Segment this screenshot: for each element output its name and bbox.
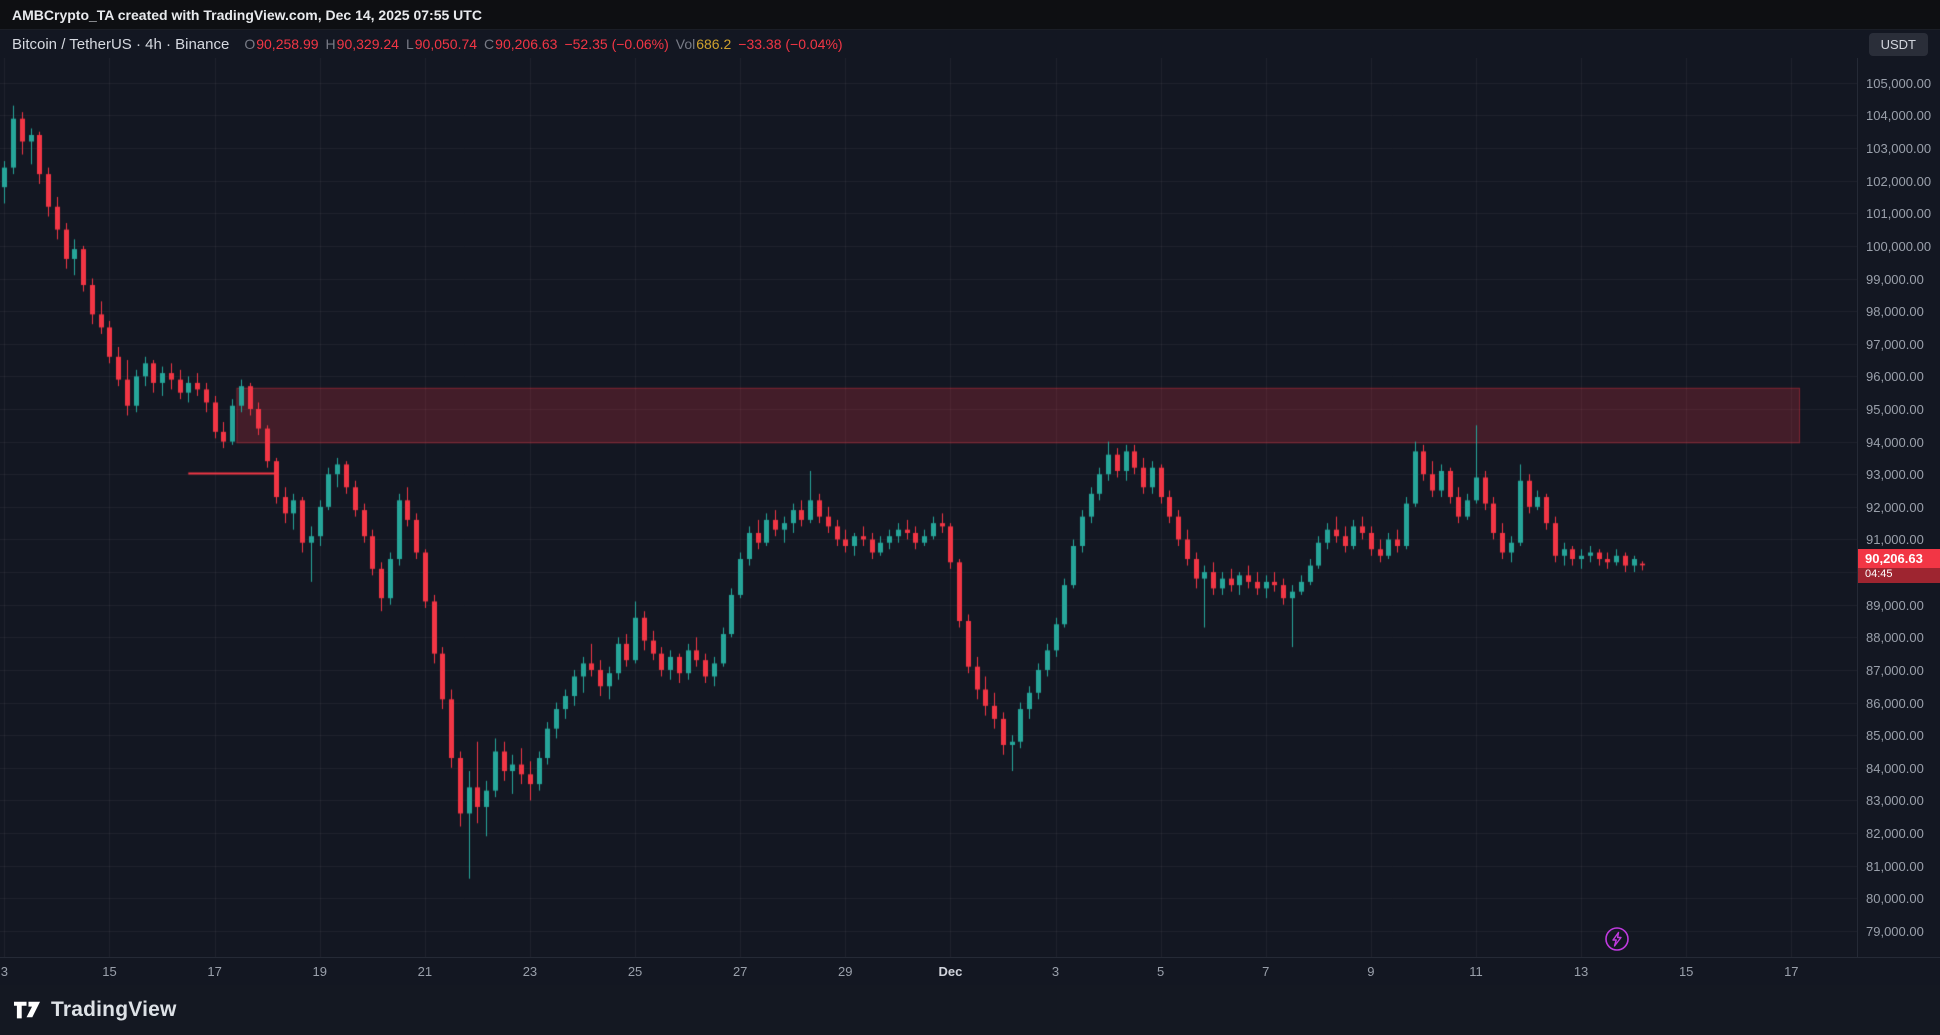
time-tick-label: 25 [627,964,643,979]
price-tick-label: 105,000.00 [1866,75,1932,91]
price-tick-label: 93,000.00 [1866,467,1924,483]
price-tick-label: 98,000.00 [1866,304,1924,320]
attribution-text: AMBCrypto_TA created with TradingView.co… [12,6,482,23]
price-tick-label: 84,000.00 [1866,760,1924,776]
price-tick-label: 95,000.00 [1866,401,1924,417]
tradingview-logo-icon[interactable] [14,999,41,1022]
price-tick-label: 94,000.00 [1866,434,1924,450]
symbol-bar: Bitcoin / TetherUS · 4h · Binance O 90,2… [0,30,1940,58]
volume-readout: Vol 686.2 [675,36,732,52]
tradingview-wordmark[interactable]: TradingView [51,998,177,1021]
price-tick-label: 89,000.00 [1866,597,1924,613]
chart-region: 105,000.00 104,000.00 103,000.00 102,000.00… [0,58,1940,957]
symbol-title[interactable]: Bitcoin / TetherUS · 4h · Binance [12,35,230,53]
price-tick-label: 86,000.00 [1866,695,1924,711]
time-tick-label: 13 [1573,964,1589,979]
price-change: −52.35 (−0.06%) [564,36,669,52]
time-tick-label: 21 [417,964,433,979]
price-tick-label: 99,000.00 [1866,271,1924,287]
price-tick-label: 100,000.00 [1866,238,1932,254]
footer-bar: TradingView [0,985,1940,1035]
volume-change: −33.38 (−0.04%) [738,36,843,52]
ohlc-high: H 90,329.24 [325,36,399,52]
time-tick-label: Dec [938,964,963,979]
time-tick-label: 3 [1051,964,1060,979]
price-tick-label: 104,000.00 [1866,108,1932,124]
time-tick-label: 17 [1784,964,1799,979]
time-tick-label: 29 [838,964,853,979]
ohlc-low: L 90,050.74 [405,36,478,52]
price-tick-label: 83,000.00 [1866,793,1924,809]
time-tick-label: 27 [732,964,748,979]
time-tick-label: 19 [312,964,327,979]
lightning-idea-icon[interactable] [1602,924,1632,954]
last-price-value: 90,206.63 [1858,549,1940,569]
price-tick-label: 87,000.00 [1866,662,1924,678]
time-axis[interactable]: 3 15 17 19 21 23 25 27 29 Dec 3 5 7 9 11 13 15 17 [0,957,1940,985]
price-tick-label: 103,000.00 [1866,141,1932,157]
last-price-label: 90,206.63 04:45 [1858,549,1940,584]
time-tick-label: 3 [0,964,8,979]
currency-toggle-button[interactable]: USDT [1868,32,1928,56]
price-tick-label: 91,000.00 [1866,532,1924,548]
price-axis[interactable]: 105,000.00 104,000.00 103,000.00 102,000.00… [1857,58,1940,957]
ohlc-close: C 90,206.63 [484,36,558,52]
time-tick-label: 17 [207,964,222,979]
price-tick-label: 79,000.00 [1866,923,1924,939]
price-tick-label: 102,000.00 [1866,173,1932,189]
ohlc-open: O 90,258.99 [244,36,319,52]
price-tick-label: 88,000.00 [1866,630,1924,646]
price-tick-label: 81,000.00 [1866,858,1924,874]
price-tick-label: 80,000.00 [1866,891,1924,907]
price-tick-label: 85,000.00 [1866,728,1924,744]
time-tick-label: 7 [1262,964,1270,979]
bar-countdown: 04:45 [1858,568,1940,584]
price-tick-label: 101,000.00 [1866,206,1932,222]
time-tick-label: 23 [522,964,538,979]
price-tick-label: 97,000.00 [1866,336,1924,352]
time-tick-label: 15 [102,964,117,979]
price-tick-label: 92,000.00 [1866,499,1924,515]
time-tick-label: 5 [1157,964,1165,979]
price-chart-canvas[interactable] [0,58,1857,957]
price-tick-label: 82,000.00 [1866,826,1924,842]
time-tick-label: 15 [1678,964,1694,979]
time-tick-label: 11 [1469,964,1483,979]
price-tick-label: 96,000.00 [1866,369,1924,385]
attribution-bar: AMBCrypto_TA created with TradingView.co… [0,0,1940,30]
time-tick-label: 9 [1367,964,1375,979]
